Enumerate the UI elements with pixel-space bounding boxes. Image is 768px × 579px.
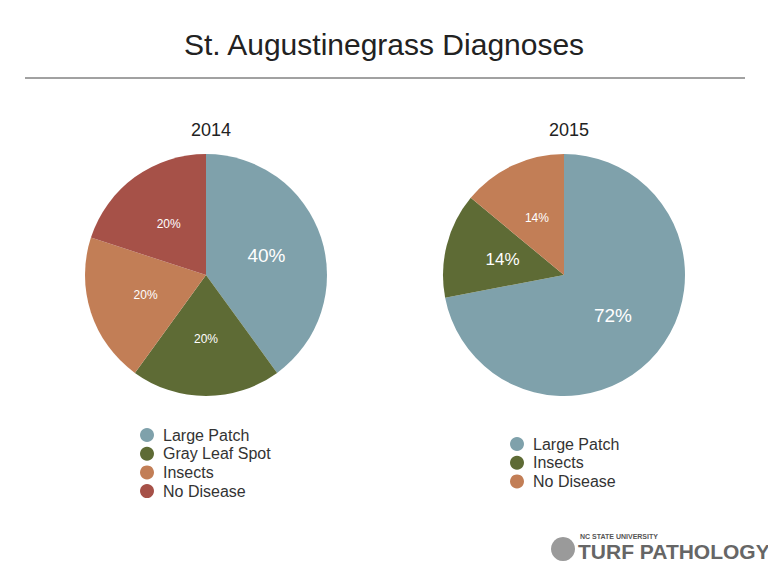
- svg-text:No Disease: No Disease: [533, 473, 616, 490]
- svg-text:14%: 14%: [525, 211, 549, 225]
- svg-text:14%: 14%: [485, 250, 519, 269]
- svg-text:Large Patch: Large Patch: [533, 436, 619, 453]
- svg-text:2014: 2014: [191, 120, 231, 140]
- svg-text:40%: 40%: [247, 245, 285, 266]
- svg-text:TURF PATHOLOGY: TURF PATHOLOGY: [578, 540, 768, 563]
- svg-text:2015: 2015: [549, 120, 589, 140]
- svg-text:Large Patch: Large Patch: [163, 427, 249, 444]
- svg-text:20%: 20%: [157, 217, 181, 231]
- svg-text:20%: 20%: [194, 332, 218, 346]
- svg-text:No Disease: No Disease: [163, 483, 246, 500]
- svg-text:NC STATE UNIVERSITY: NC STATE UNIVERSITY: [580, 533, 658, 540]
- svg-text:Insects: Insects: [163, 464, 214, 481]
- svg-text:72%: 72%: [594, 305, 632, 326]
- svg-text:St. Augustinegrass Diagnoses: St. Augustinegrass Diagnoses: [184, 28, 584, 61]
- svg-text:Insects: Insects: [533, 454, 584, 471]
- svg-text:Gray Leaf Spot: Gray Leaf Spot: [163, 445, 271, 462]
- svg-text:20%: 20%: [134, 288, 158, 302]
